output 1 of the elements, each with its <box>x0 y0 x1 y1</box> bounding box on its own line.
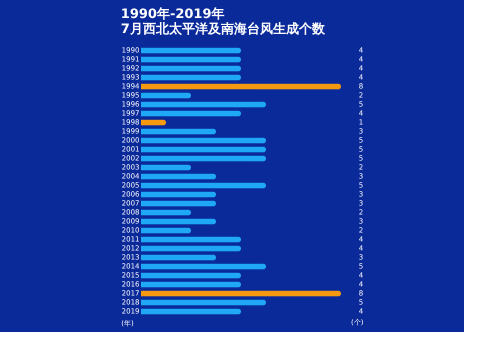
chart-title: 1990年-2019年 7月西北太平洋及南海台风生成个数 <box>120 7 326 37</box>
